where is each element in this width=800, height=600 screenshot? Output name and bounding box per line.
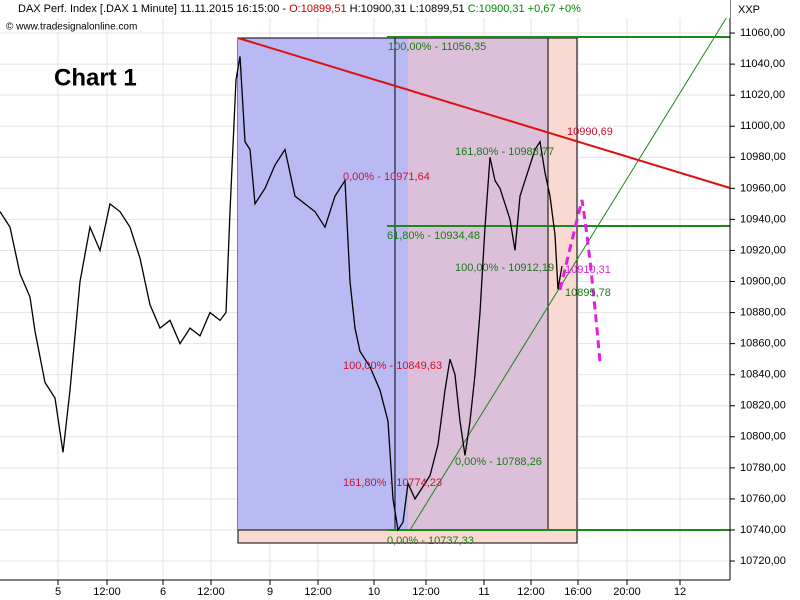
x-tick-label: 12:00	[304, 586, 332, 598]
annotation: 100,00% - 10849,63	[343, 360, 442, 372]
x-tick-label: 12:00	[197, 586, 225, 598]
x-tick-label: 12:00	[517, 586, 545, 598]
y-tick-label: 11040,00	[740, 58, 785, 70]
annotation: 10990,69	[567, 126, 613, 138]
y-tick-label: 10760,00	[740, 493, 786, 505]
header-close: C:10900,31 +0,67 +0%	[468, 3, 581, 15]
y-tick-label: 10880,00	[740, 306, 786, 318]
y-tick-label: 10960,00	[740, 182, 786, 194]
fib-zone-blue	[238, 38, 408, 530]
y-tick-label: 10780,00	[740, 462, 786, 474]
x-tick-label: 5	[55, 586, 61, 598]
annotation: 61,80% - 10934,48	[387, 230, 480, 242]
plot	[0, 56, 563, 532]
y-tick-label: 11000,00	[740, 120, 785, 132]
annotation: 100,00% - 11056,35	[388, 41, 486, 53]
annotation: 0,00% - 10737,33	[387, 535, 474, 547]
header-instrument: DAX Perf. Index [.DAX 1 Minute] 11.11.20…	[18, 3, 286, 15]
annotation: 0,00% - 10788,26	[455, 456, 542, 468]
y-tick-label: 10980,00	[740, 151, 786, 163]
header-high-low: H:10900,31 L:10899,51	[350, 3, 465, 15]
y-axis-area	[730, 0, 800, 600]
annotation: 100,00% - 10912,19	[455, 262, 554, 274]
x-tick-label: 16:00	[564, 586, 592, 598]
x-tick-label: 12	[674, 586, 686, 598]
header-open: O:10899,51	[289, 3, 347, 15]
annotation: 161,80% - 10774,23	[343, 477, 442, 489]
price-line	[0, 56, 563, 532]
chart-title: Chart 1	[54, 64, 137, 91]
forecast-arrow	[558, 199, 602, 363]
resistance-line	[237, 37, 731, 189]
y-tick-label: 10720,00	[740, 555, 786, 567]
y-tick-label: 10940,00	[740, 213, 786, 225]
y-tick-label: 10900,00	[740, 275, 786, 287]
fib-zone-pink	[408, 38, 548, 530]
x-tick-label: 11	[478, 586, 489, 598]
x-tick-label: 9	[267, 586, 273, 598]
y-tick-label: 10920,00	[740, 244, 786, 256]
copyright: © www.tradesignalonline.com	[6, 22, 137, 33]
x-tick-label: 20:00	[613, 586, 641, 598]
annotation: 0,00% - 10971,64	[343, 171, 430, 183]
y-tick-label: 10860,00	[740, 338, 786, 350]
x-tick-label: 6	[160, 586, 166, 598]
x-tick-label: 12:00	[412, 586, 440, 598]
header-instrument: DAX Perf. Index [.DAX 1 Minute] 11.11.20…	[18, 3, 581, 15]
y-tick-label: 10840,00	[740, 369, 786, 381]
x-tick-label: 10	[368, 586, 380, 598]
axis-label: XXP	[738, 4, 760, 16]
y-tick-label: 10740,00	[740, 524, 786, 536]
annotation: 10895,78	[565, 287, 611, 299]
y-tick-label: 11020,00	[740, 89, 785, 101]
header-bar	[0, 0, 730, 18]
y-tick-label: 10800,00	[740, 431, 786, 443]
x-tick-label: 12:00	[93, 586, 121, 598]
y-tick-label: 10820,00	[740, 400, 786, 412]
annotation: 161,80% - 10988,77	[455, 146, 554, 158]
annotation: 10910,31	[565, 264, 611, 276]
y-tick-label: 11060,00	[740, 27, 785, 39]
